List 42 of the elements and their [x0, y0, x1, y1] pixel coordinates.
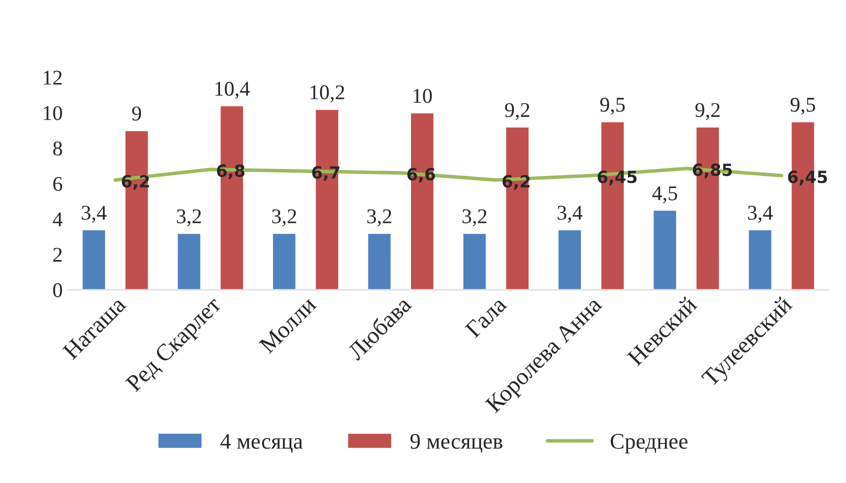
bar [219, 104, 244, 290]
data-label: 3,2 [367, 209, 392, 226]
data-label: 9 [132, 106, 142, 121]
y-tick-label: 2 [53, 248, 62, 262]
data-label: 3,4 [558, 206, 582, 223]
data-label: 4,5 [652, 186, 678, 204]
data-label: 9,5 [600, 98, 625, 115]
bar [272, 232, 297, 290]
data-label: 6,85 [692, 163, 732, 178]
data-label: 3,2 [272, 209, 296, 226]
data-label: 9,2 [695, 103, 720, 120]
bar [81, 228, 106, 290]
bar [557, 228, 582, 290]
bar [504, 126, 530, 290]
data-label: 3,4 [82, 206, 107, 223]
data-label: 3,2 [462, 209, 486, 226]
data-label: 9,5 [790, 98, 816, 115]
legend-label: 9 месяцев [410, 434, 502, 453]
data-label: 3,4 [748, 206, 773, 223]
data-label: 6,8 [217, 164, 244, 180]
bar [314, 108, 340, 290]
data-label: 6,7 [312, 166, 340, 181]
bar [652, 209, 678, 290]
data-label: 10,4 [215, 82, 250, 99]
bar [747, 228, 773, 290]
bar [462, 232, 488, 290]
y-tick-label: 6 [53, 176, 62, 191]
data-label: 10 [414, 88, 432, 103]
data-label: 3,2 [177, 209, 201, 226]
legend-label: Среднее [610, 434, 688, 454]
y-tick-label: 8 [53, 141, 62, 156]
y-tick-label: 4 [52, 212, 62, 226]
y-tick-label: 12 [44, 70, 62, 85]
x-tick-label: Гала [464, 296, 508, 338]
y-tick-label: 0 [53, 283, 62, 298]
legend-label: 4 месяца [220, 434, 303, 453]
data-label: 10,2 [310, 85, 344, 102]
data-label: 6,6 [407, 168, 435, 183]
bar [366, 232, 392, 290]
y-tick-label: 10 [44, 106, 62, 120]
data-label: 9,2 [505, 103, 530, 120]
bar [176, 232, 202, 290]
